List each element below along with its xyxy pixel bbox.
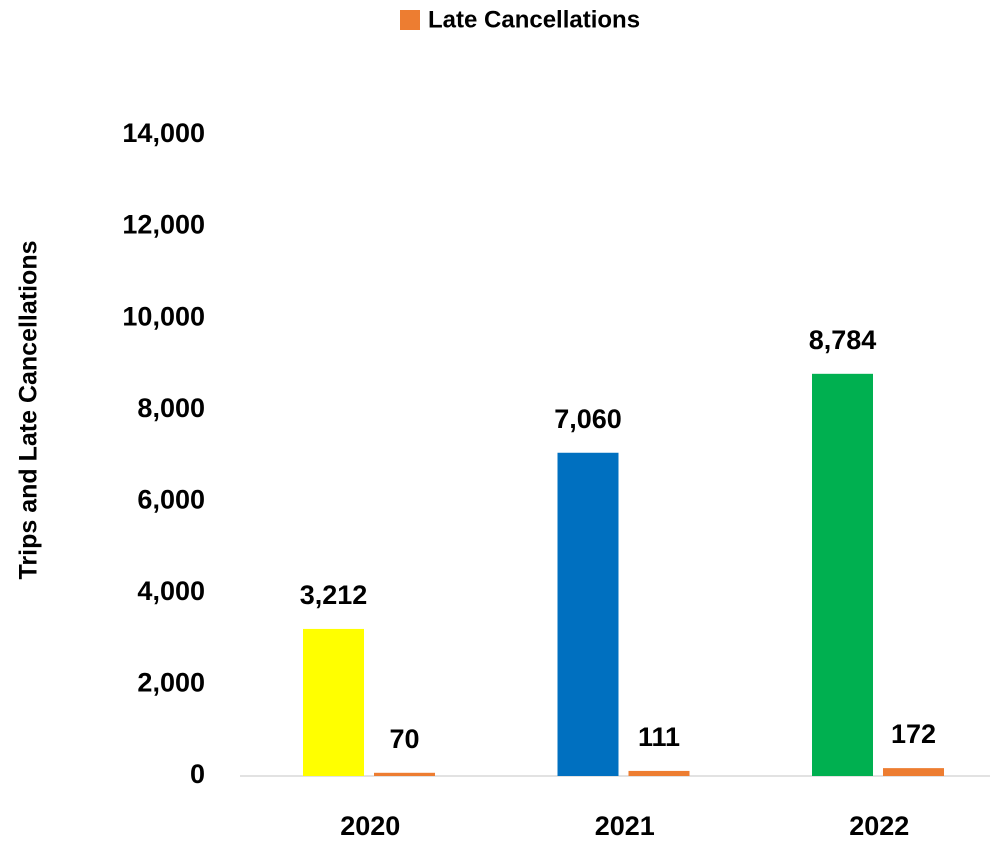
y-tick-label: 4,000: [137, 576, 205, 606]
bar: [303, 628, 364, 776]
y-tick-label: 8,000: [137, 393, 205, 423]
bar: [557, 452, 619, 776]
legend-label: Late Cancellations: [428, 6, 640, 33]
bar: [628, 770, 690, 776]
value-label: 7,060: [554, 404, 622, 434]
y-tick-label: 6,000: [137, 484, 205, 514]
value-label: 8,784: [809, 325, 877, 355]
x-tick-label: 2020: [340, 811, 400, 841]
legend-swatch: [400, 10, 420, 30]
bar: [812, 373, 873, 776]
bar: [374, 772, 435, 776]
value-label: 70: [389, 724, 419, 754]
y-tick-label: 2,000: [137, 668, 205, 698]
x-tick-label: 2022: [849, 811, 909, 841]
y-tick-label: 12,000: [122, 210, 205, 240]
y-tick-label: 0: [190, 759, 205, 789]
bar: [883, 768, 944, 776]
y-tick-label: 10,000: [122, 301, 205, 331]
y-tick-label: 14,000: [122, 118, 205, 148]
y-axis-title: Trips and Late Cancellations: [15, 241, 43, 580]
value-label: 3,212: [300, 580, 368, 610]
value-label: 172: [891, 719, 936, 749]
value-label: 111: [638, 722, 680, 752]
x-tick-label: 2021: [595, 811, 655, 841]
